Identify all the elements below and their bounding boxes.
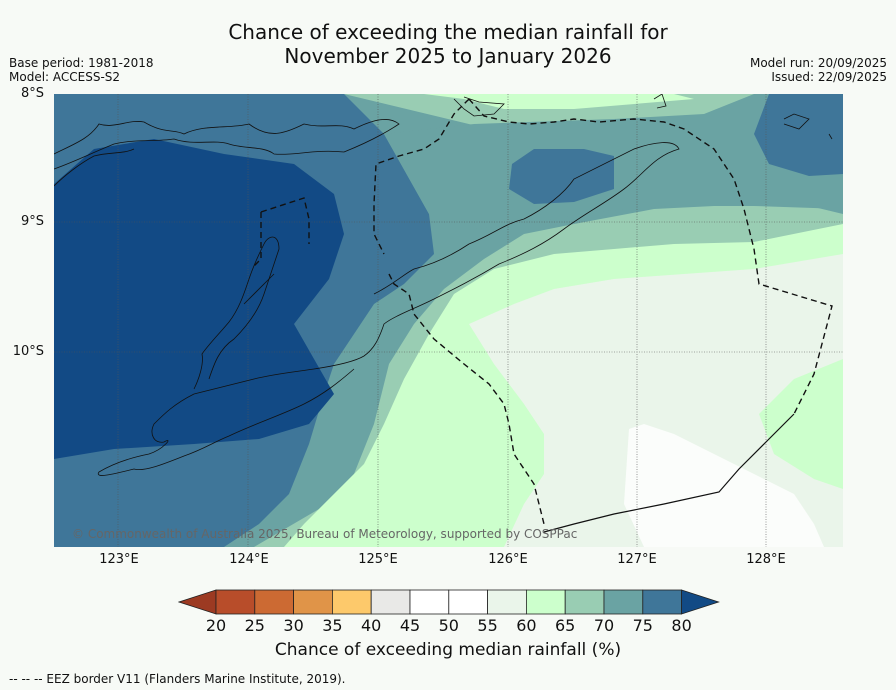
eez-border-solid (543, 413, 795, 533)
colorbar-tick-label: 35 (322, 616, 343, 635)
lon-label-124e: 124°E (229, 552, 269, 567)
title-line-1: Chance of exceeding the median rainfall … (228, 20, 668, 44)
eez-border-dashed (253, 98, 833, 525)
model-name: Model: ACCESS-S2 (9, 70, 121, 84)
model-run: Model run: 20/09/2025 (749, 56, 887, 70)
lon-label-125e: 125°E (358, 552, 398, 567)
colorbar-segment (642, 589, 682, 615)
colorbar-label: Chance of exceeding median rainfall (%) (274, 640, 622, 660)
eez-footnote: -- -- -- EEZ border V11 (Flanders Marine… (9, 672, 346, 686)
copyright-notice: © Commonwealth of Australia 2025, Bureau… (72, 527, 578, 541)
colorbar-tick-label: 50 (438, 616, 459, 635)
colorbar-arrow-high (681, 589, 720, 615)
colorbar-segment (525, 589, 566, 615)
colorbar-segment (331, 589, 372, 615)
colorbar-tick-label: 40 (361, 616, 382, 635)
issued-date: Issued: 22/09/2025 (771, 70, 887, 84)
colorbar-tick-label: 80 (671, 616, 692, 635)
colorbar-segment (448, 589, 488, 615)
base-period: Base period: 1981-2018 (9, 56, 154, 70)
colorbar-segment (254, 589, 295, 615)
colorbar-segment (215, 589, 256, 615)
lat-label-10s: 10°S (12, 344, 44, 359)
zone-75-center (509, 149, 614, 204)
colorbar-segment (370, 589, 411, 615)
graticule (54, 94, 843, 547)
colorbar-tick-label: 75 (632, 616, 653, 635)
colorbar-segment (603, 589, 644, 615)
colorbar-tick-label: 45 (399, 616, 421, 635)
colorbar-segment (409, 589, 450, 615)
coastlines (54, 94, 833, 476)
colorbar-tick-label: 60 (516, 616, 537, 635)
colorbar-tick-label: 55 (477, 616, 498, 635)
lon-label-127e: 127°E (617, 552, 657, 567)
title-line-2: November 2025 to January 2026 (284, 44, 612, 68)
rainfall-map (54, 94, 843, 547)
zone-60-top (424, 94, 694, 109)
zone-60-southeast (759, 359, 843, 489)
colorbar-segment (293, 589, 333, 615)
lon-label-126e: 126°E (488, 552, 528, 567)
colorbar-arrow-low (178, 589, 217, 615)
colorbar-segment (487, 589, 527, 615)
zone-80-core (54, 139, 344, 459)
meta-right: Model run: 20/09/2025 Issued: 22/09/2025 (750, 56, 887, 84)
colorbar-tick-label: 30 (283, 616, 304, 635)
colorbar-segment (564, 589, 605, 615)
colorbar (178, 589, 720, 615)
lon-label-123e: 123°E (99, 552, 139, 567)
colorbar-tick-label: 65 (555, 616, 576, 635)
lat-label-8s: 8°S (20, 86, 44, 101)
colorbar-tick-label: 70 (593, 616, 615, 635)
lat-label-9s: 9°S (20, 214, 44, 229)
zone-75-east (754, 94, 843, 176)
map-title: Chance of exceeding the median rainfall … (0, 20, 896, 68)
colorbar-tick-label: 20 (205, 616, 227, 635)
lon-label-128e: 128°E (746, 552, 786, 567)
colorbar-tick-label: 25 (244, 616, 265, 635)
meta-left: Base period: 1981-2018 Model: ACCESS-S2 (9, 56, 154, 84)
